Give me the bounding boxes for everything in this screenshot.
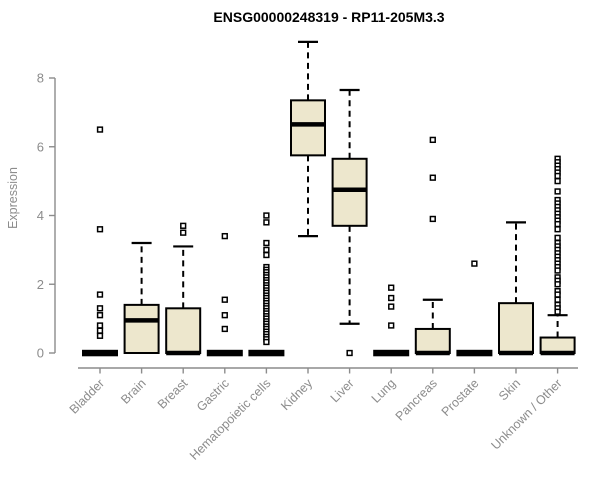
x-tick-label: Kidney (278, 376, 315, 413)
x-tick-label: Breast (155, 376, 191, 412)
box-rect (498, 302, 534, 354)
outlier-point (554, 172, 561, 180)
outlier-point (554, 234, 561, 241)
x-tick-label: Lung (369, 376, 399, 406)
outlier-point (429, 174, 436, 181)
outlier-point (429, 215, 436, 223)
outlier-point (96, 327, 104, 334)
outlier-point (429, 136, 436, 144)
outlier-point (263, 338, 270, 346)
x-tick-label: Pancreas (393, 376, 440, 423)
outlier-point (180, 229, 187, 236)
x-tick-label: Liver (328, 376, 357, 405)
outlier-point (96, 312, 104, 319)
x-tick-label: Hematopoietic cells (187, 376, 274, 463)
outlier-point (388, 303, 395, 310)
outlier-point (554, 281, 561, 288)
collapsed-box (248, 349, 285, 357)
outlier-point (263, 251, 270, 259)
outlier-point (180, 222, 187, 229)
outlier-point (471, 260, 478, 267)
outlier-point (554, 177, 561, 185)
y-tick-label: 6 (37, 139, 44, 154)
box-rect (331, 157, 368, 227)
collapsed-box (373, 349, 410, 357)
box-rect (123, 303, 160, 354)
outlier-point (96, 291, 104, 298)
outlier-point (554, 308, 561, 315)
outlier-point (554, 267, 561, 274)
box-rect (414, 327, 451, 354)
outlier-point (263, 239, 270, 247)
outlier-point (346, 349, 353, 357)
x-tick-label: Brain (118, 376, 149, 407)
collapsed-box (206, 349, 243, 357)
outlier-point (388, 294, 395, 302)
chart-title: ENSG00000248319 - RP11-205M3.3 (213, 9, 444, 25)
outlier-point (221, 296, 228, 303)
outlier-point (554, 226, 561, 233)
outlier-point (388, 322, 395, 329)
outlier-point (554, 220, 561, 228)
y-tick-label: 0 (37, 346, 44, 361)
outlier-point (96, 305, 104, 312)
outlier-point (221, 325, 228, 333)
outlier-point (388, 284, 395, 291)
collapsed-box (456, 349, 493, 357)
outlier-point (263, 212, 270, 219)
outlier-point (554, 296, 561, 303)
outlier-point (263, 219, 270, 226)
y-tick-label: 4 (37, 208, 44, 223)
outlier-point (96, 226, 104, 233)
y-tick-label: 8 (37, 71, 44, 86)
box-rect (539, 336, 576, 354)
box-rect (290, 99, 326, 157)
outlier-point (554, 291, 561, 298)
x-tick-label: Bladder (67, 376, 107, 416)
outlier-point (96, 322, 104, 329)
outlier-point (263, 246, 270, 254)
outlier-point (221, 312, 228, 319)
x-tick-label: Skin (496, 376, 523, 403)
plot-area: 0 2 4 6 8 Bladder Brain Breast GastricHematopoie… (37, 40, 578, 463)
outlier-point (554, 188, 561, 195)
collapsed-box (82, 349, 118, 357)
x-tick-label: Prostate (439, 376, 482, 419)
outlier-point (96, 126, 104, 133)
y-tick-label: 2 (37, 277, 44, 292)
box-rect (165, 307, 202, 354)
y-axis-label: Expression (6, 167, 20, 229)
x-tick-label: Unknown / Other (488, 376, 564, 452)
x-tick-label: Gastric (194, 376, 232, 414)
outlier-point (221, 232, 228, 240)
outlier-point (96, 332, 104, 339)
